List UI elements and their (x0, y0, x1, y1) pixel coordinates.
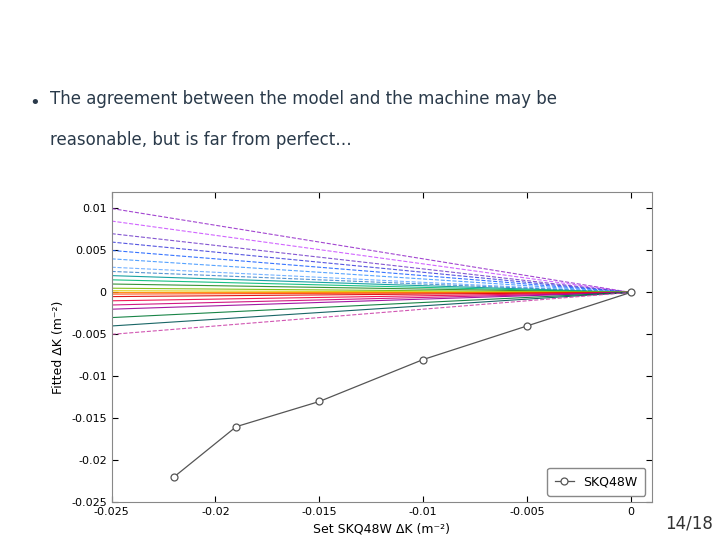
Y-axis label: Fitted ΔK (m⁻²): Fitted ΔK (m⁻²) (53, 300, 66, 394)
Text: reasonable, but is far from perfect…: reasonable, but is far from perfect… (50, 131, 352, 150)
Legend: SKQ48W: SKQ48W (547, 468, 645, 496)
SKQ48W (315, 399, 323, 405)
SKQ48W (232, 423, 240, 430)
Text: Testing the Model Used for Correction: Testing the Model Used for Correction (150, 26, 570, 46)
SKQ48W (626, 289, 635, 295)
Text: 14/18: 14/18 (665, 515, 713, 533)
SKQ48W (419, 356, 428, 363)
SKQ48W (523, 323, 531, 329)
Text: •: • (29, 94, 40, 112)
Text: The agreement between the model and the machine may be: The agreement between the model and the … (50, 90, 557, 108)
Line: SKQ48W: SKQ48W (171, 289, 634, 481)
X-axis label: Set SKQ48W ΔK (m⁻²): Set SKQ48W ΔK (m⁻²) (313, 523, 450, 536)
SKQ48W (170, 474, 179, 480)
